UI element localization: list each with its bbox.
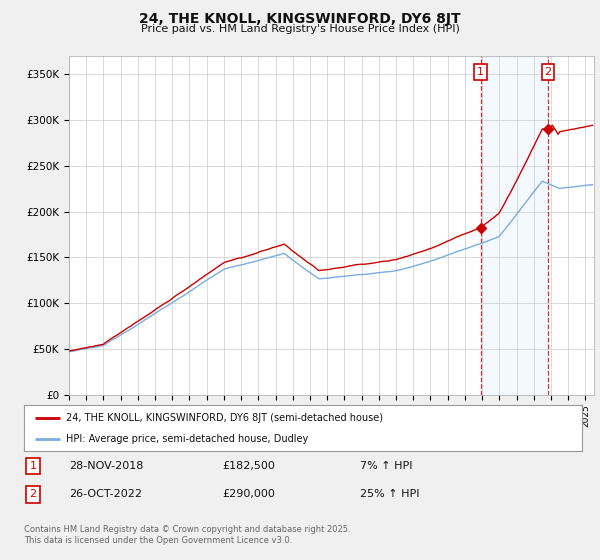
Text: 2: 2: [29, 489, 37, 500]
Text: 1: 1: [29, 461, 37, 471]
Text: 24, THE KNOLL, KINGSWINFORD, DY6 8JT (semi-detached house): 24, THE KNOLL, KINGSWINFORD, DY6 8JT (se…: [66, 413, 383, 423]
Text: 7% ↑ HPI: 7% ↑ HPI: [360, 461, 413, 471]
Text: Contains HM Land Registry data © Crown copyright and database right 2025.
This d: Contains HM Land Registry data © Crown c…: [24, 525, 350, 545]
Text: HPI: Average price, semi-detached house, Dudley: HPI: Average price, semi-detached house,…: [66, 434, 308, 444]
Text: £182,500: £182,500: [222, 461, 275, 471]
Text: Price paid vs. HM Land Registry's House Price Index (HPI): Price paid vs. HM Land Registry's House …: [140, 24, 460, 34]
Text: 1: 1: [477, 67, 484, 77]
Text: £290,000: £290,000: [222, 489, 275, 500]
Text: 2: 2: [544, 67, 551, 77]
Bar: [481, 56, 548, 395]
Text: 24, THE KNOLL, KINGSWINFORD, DY6 8JT: 24, THE KNOLL, KINGSWINFORD, DY6 8JT: [139, 12, 461, 26]
Text: 28-NOV-2018: 28-NOV-2018: [69, 461, 143, 471]
Text: 25% ↑ HPI: 25% ↑ HPI: [360, 489, 419, 500]
Text: 26-OCT-2022: 26-OCT-2022: [69, 489, 142, 500]
